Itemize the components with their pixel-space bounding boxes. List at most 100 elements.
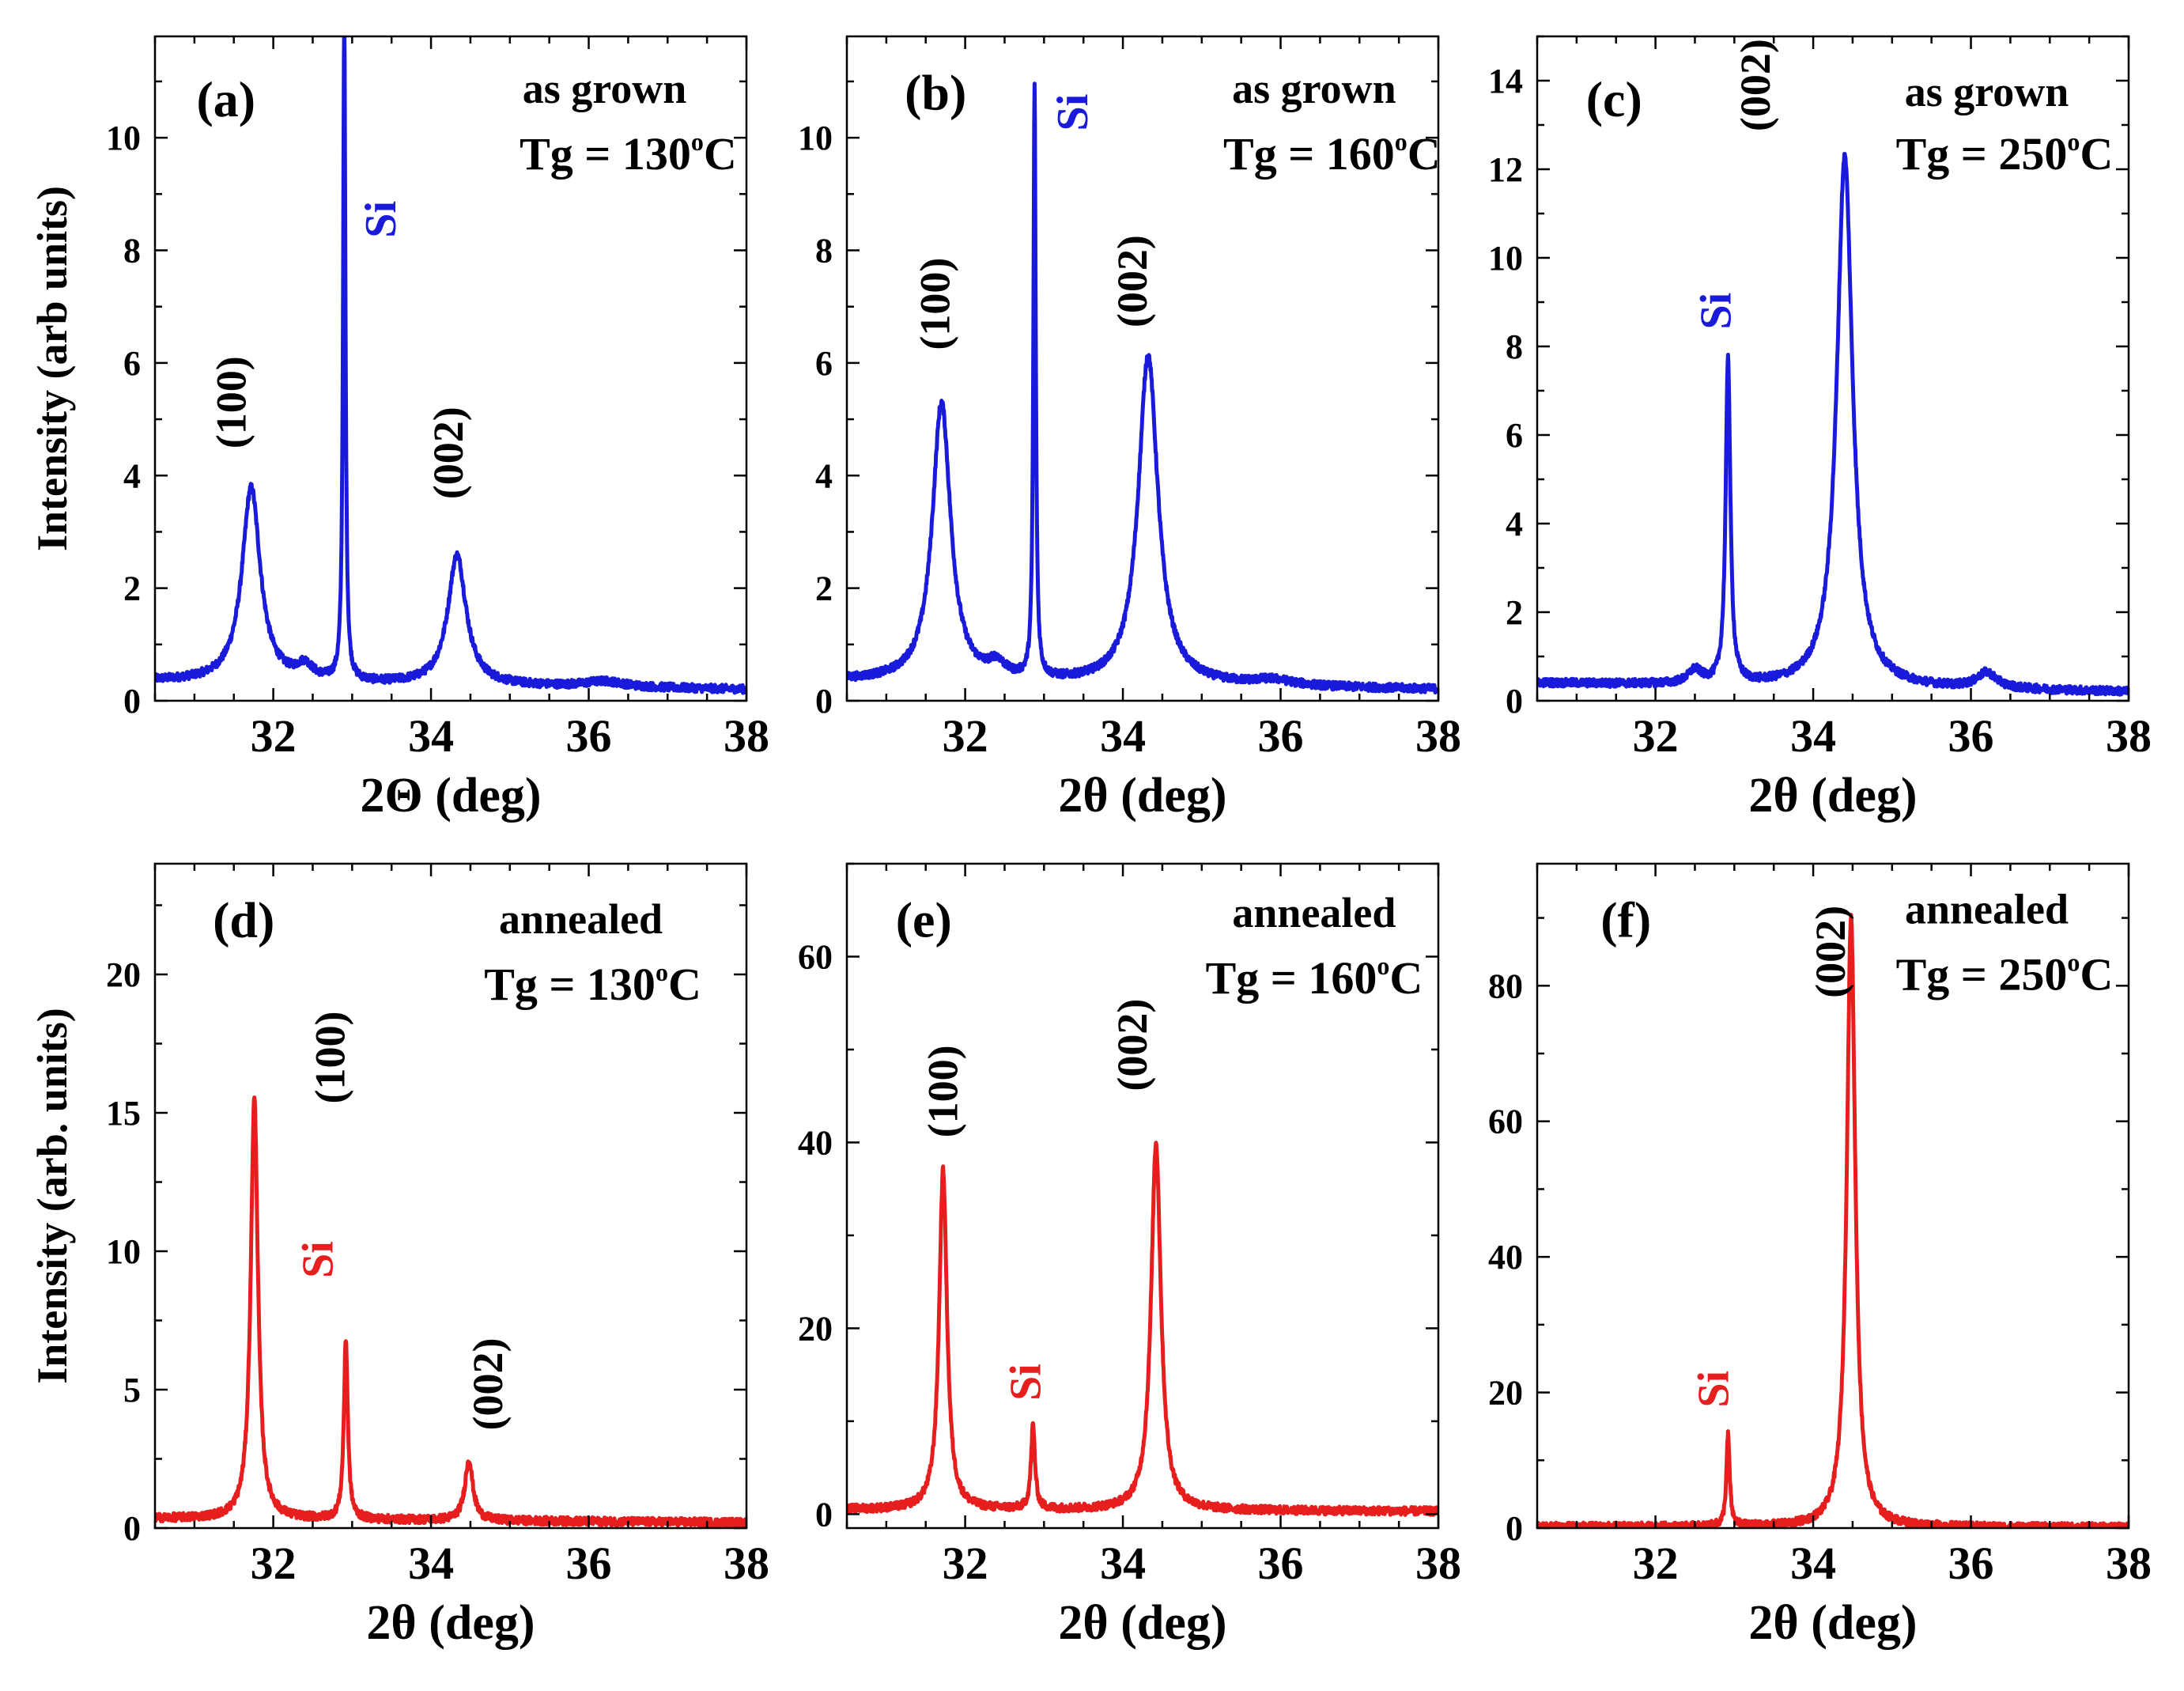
tg-value: Tg = 160 (1206, 952, 1377, 1004)
sample-state-label: as grown (1905, 68, 2069, 115)
y-tick-label: 60 (798, 937, 833, 976)
tg-value: Tg = 160 (1223, 128, 1395, 180)
y-tick-label: 80 (1488, 967, 1523, 1005)
panel-label: (e) (896, 891, 952, 948)
y-axis-label: Intensity (arb units) (28, 186, 76, 551)
sample-state-label: as grown (523, 65, 687, 112)
tg-unit: C (2080, 128, 2113, 180)
x-tick-label: 32 (251, 710, 297, 762)
data-series-line (1537, 152, 2129, 697)
x-tick-label: 36 (1948, 710, 1994, 762)
y-tick-label: 0 (1506, 682, 1523, 721)
peak-label: (100) (920, 1045, 967, 1137)
panel-c: 32 34 36 38 0 2 4 6 8 10 12 14 2θ (deg) (c) as grown Tg… (1488, 35, 2152, 823)
peak-label: (002) (1109, 235, 1156, 327)
panel-e: 32 34 36 38 0 20 40 60 2θ (deg) (e) annealed Tg = 1… (798, 862, 1461, 1650)
y-tick-label: 2 (815, 569, 833, 608)
y-tick-label: 4 (815, 456, 833, 495)
panel-label: (f) (1600, 891, 1651, 948)
x-tick-label: 34 (1100, 710, 1146, 762)
panel-b: 32 34 36 38 0 2 4 6 8 10 2θ (deg) (b) as grown Tg = 1… (798, 35, 1461, 823)
panel-a: 32 34 36 38 0 2 4 6 8 10 2Θ (deg) Intensity (arb un… (28, 35, 769, 823)
x-tick-label: 32 (943, 1538, 988, 1589)
x-tick-label: 38 (724, 710, 769, 762)
panel-label: (a) (196, 71, 255, 127)
x-axis-label: 2θ (deg) (1058, 1596, 1226, 1650)
x-tick-label: 32 (1633, 1538, 1679, 1589)
peak-label: Si (1691, 293, 1740, 330)
plot-frame (153, 35, 748, 702)
x-tick-label: 32 (943, 710, 988, 762)
y-tick-label: 0 (1506, 1509, 1523, 1548)
peak-label: Si (1001, 1364, 1050, 1401)
x-axis-label: 2θ (deg) (1748, 769, 1917, 823)
y-tick-label: 20 (106, 955, 141, 994)
peak-label: Si (293, 1241, 342, 1278)
y-tick-label: 6 (123, 344, 141, 383)
peak-label: (100) (208, 356, 255, 448)
x-axis-label: 2θ (deg) (366, 1596, 535, 1650)
tg-degree: o (1395, 127, 1408, 156)
tg-degree: o (1377, 951, 1389, 980)
plot-frame (1536, 35, 2130, 702)
y-tick-label: 4 (1506, 505, 1523, 543)
y-tick-label: 15 (106, 1094, 141, 1133)
x-tick-label: 38 (1415, 1538, 1461, 1589)
tg-value: Tg = 250 (1896, 949, 2068, 1001)
x-axis-label: 2Θ (deg) (360, 769, 541, 823)
y-tick-label: 0 (123, 682, 141, 721)
x-tick-label: 36 (1258, 710, 1304, 762)
x-tick-label: 34 (1790, 710, 1836, 762)
tg-value: Tg = 130 (520, 128, 691, 180)
tg-unit: C (668, 959, 701, 1010)
panel-f: 32 34 36 38 0 20 40 60 80 2θ (deg) (f) annealed Tg =… (1488, 862, 2152, 1650)
x-tick-label: 38 (2106, 1538, 2152, 1589)
tg-degree: o (691, 127, 704, 156)
peak-label: Si (357, 201, 406, 238)
data-series-line (155, 36, 746, 695)
panel-label: (d) (213, 891, 274, 948)
y-tick-label: 12 (1488, 150, 1523, 189)
plot-frame (845, 862, 1440, 1530)
y-tick-label: 14 (1488, 62, 1523, 100)
data-series-line (847, 1141, 1438, 1517)
tg-degree: o (656, 958, 668, 986)
peak-label: (002) (1732, 39, 1779, 131)
y-tick-label: 40 (798, 1123, 833, 1162)
x-tick-label: 36 (566, 1538, 612, 1589)
peak-label: Si (1689, 1371, 1738, 1408)
x-axis-label: 2θ (deg) (1058, 769, 1226, 823)
growth-temperature-label: Tg = 130oC (520, 127, 737, 180)
growth-temperature-label: Tg = 160oC (1223, 127, 1441, 180)
peak-label: (100) (912, 258, 959, 350)
y-tick-label: 8 (1506, 327, 1523, 366)
y-tick-label: 10 (798, 119, 833, 157)
sample-state-label: annealed (1905, 886, 2069, 933)
peak-label: (002) (1109, 999, 1156, 1091)
tg-value: Tg = 250 (1896, 128, 2068, 180)
tg-value: Tg = 130 (484, 959, 656, 1010)
peak-label: (002) (425, 407, 472, 499)
tg-degree: o (2067, 948, 2080, 977)
growth-temperature-label: Tg = 250oC (1896, 127, 2114, 180)
y-tick-label: 2 (1506, 593, 1523, 632)
x-tick-label: 32 (1633, 710, 1679, 762)
panel-d: 32 34 36 38 0 5 10 15 20 2θ (deg) Intensity (arb. … (28, 862, 769, 1650)
y-tick-label: 5 (123, 1371, 141, 1409)
x-tick-label: 34 (408, 1538, 454, 1589)
tg-unit: C (704, 128, 737, 180)
y-axis-label: Intensity (arb. units) (28, 1008, 76, 1384)
x-tick-label: 34 (1100, 1538, 1146, 1589)
x-tick-label: 38 (2106, 710, 2152, 762)
x-tick-label: 36 (1258, 1538, 1304, 1589)
y-tick-label: 0 (815, 1495, 833, 1534)
y-tick-label: 20 (798, 1309, 833, 1348)
panel-label: (c) (1586, 71, 1642, 127)
plot-frame (845, 35, 1440, 702)
data-series-line (155, 1095, 746, 1528)
tg-unit: C (2080, 949, 2113, 1001)
y-tick-label: 4 (123, 456, 141, 495)
sample-state-label: annealed (1232, 889, 1396, 936)
tg-unit: C (1408, 128, 1441, 180)
